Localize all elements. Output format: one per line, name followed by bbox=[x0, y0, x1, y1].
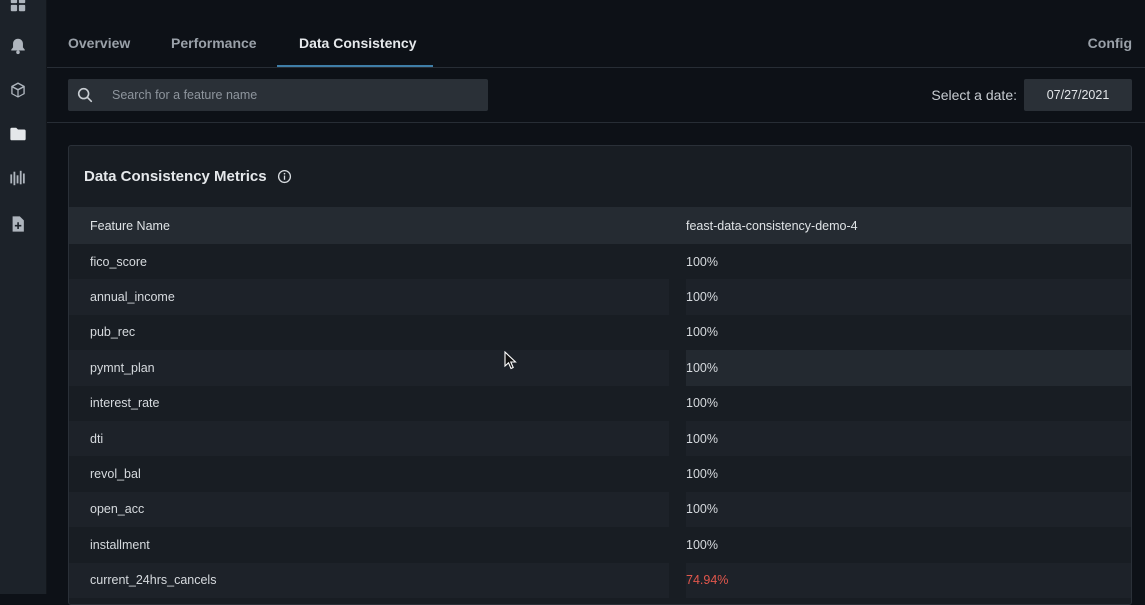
feature-name: open_acc bbox=[90, 502, 145, 517]
column-header-feature-name[interactable]: Feature Name bbox=[90, 218, 170, 233]
bell-icon[interactable] bbox=[8, 36, 28, 56]
table-row[interactable]: dti 100% bbox=[69, 420, 1131, 457]
feature-name: revol_bal bbox=[90, 467, 141, 482]
chart-bars-icon[interactable] bbox=[8, 168, 28, 188]
consistency-value: 100% bbox=[686, 290, 718, 305]
search-icon bbox=[77, 87, 93, 103]
main-content: Overview Performance Data Consistency Co… bbox=[47, 0, 1145, 605]
search-box[interactable] bbox=[68, 79, 488, 111]
table-row[interactable]: revol_bal 100% bbox=[69, 456, 1131, 491]
feature-name: dti bbox=[90, 431, 104, 446]
date-label: Select a date: bbox=[931, 87, 1017, 103]
consistency-value: 100% bbox=[686, 325, 718, 340]
feature-name: current_24hrs_cancels bbox=[90, 573, 217, 588]
cube-icon[interactable] bbox=[8, 80, 28, 100]
consistency-value: 100% bbox=[686, 537, 718, 552]
feature-name: annual_income bbox=[90, 290, 175, 305]
add-document-icon[interactable] bbox=[8, 214, 28, 234]
metrics-table: Feature Name feast-data-consistency-demo… bbox=[69, 207, 1131, 598]
table-row[interactable]: annual_income 100% bbox=[69, 279, 1131, 315]
data-consistency-card: Data Consistency Metrics Feature Name fe… bbox=[68, 145, 1132, 605]
feature-name: interest_rate bbox=[90, 396, 160, 411]
active-tab-indicator bbox=[277, 65, 433, 67]
card-title: Data Consistency Metrics bbox=[84, 168, 267, 185]
table-row[interactable]: open_acc 100% bbox=[69, 491, 1131, 528]
feature-name: installment bbox=[90, 537, 150, 552]
consistency-value: 100% bbox=[686, 467, 718, 482]
consistency-value: 100% bbox=[686, 350, 1131, 386]
search-input[interactable] bbox=[112, 79, 482, 111]
consistency-value: 100% bbox=[686, 431, 718, 446]
table-header: Feature Name feast-data-consistency-demo… bbox=[69, 207, 1131, 244]
date-picker-button[interactable]: 07/27/2021 bbox=[1024, 79, 1132, 111]
sidebar bbox=[0, 0, 47, 594]
consistency-value: 100% bbox=[686, 502, 718, 517]
feature-name: pymnt_plan bbox=[90, 360, 155, 375]
table-row[interactable]: current_24hrs_cancels 74.94% bbox=[69, 562, 1131, 598]
tab-bar: Overview Performance Data Consistency Co… bbox=[47, 0, 1145, 68]
tab-overview[interactable]: Overview bbox=[68, 35, 131, 51]
feature-name: fico_score bbox=[90, 254, 147, 269]
table-row[interactable]: fico_score 100% bbox=[69, 244, 1131, 279]
folder-icon[interactable] bbox=[8, 124, 28, 144]
consistency-value: 100% bbox=[686, 396, 718, 411]
mouse-cursor-icon bbox=[504, 351, 517, 370]
table-row[interactable]: pymnt_plan 100% bbox=[69, 350, 1131, 386]
consistency-value: 74.94% bbox=[686, 573, 729, 588]
consistency-value: 100% bbox=[686, 254, 718, 269]
config-link[interactable]: Config bbox=[1087, 35, 1132, 51]
toolbar: Select a date: 07/27/2021 bbox=[47, 68, 1145, 123]
column-header-dataset[interactable]: feast-data-consistency-demo-4 bbox=[686, 218, 858, 233]
info-icon[interactable] bbox=[277, 169, 292, 184]
tab-data-consistency[interactable]: Data Consistency bbox=[299, 35, 417, 51]
table-row[interactable]: installment 100% bbox=[69, 527, 1131, 562]
table-row[interactable]: pub_rec 100% bbox=[69, 315, 1131, 350]
feature-name: pub_rec bbox=[90, 325, 136, 340]
tab-performance[interactable]: Performance bbox=[171, 35, 257, 51]
table-row[interactable]: interest_rate 100% bbox=[69, 386, 1131, 421]
dashboard-icon[interactable] bbox=[8, 0, 28, 14]
